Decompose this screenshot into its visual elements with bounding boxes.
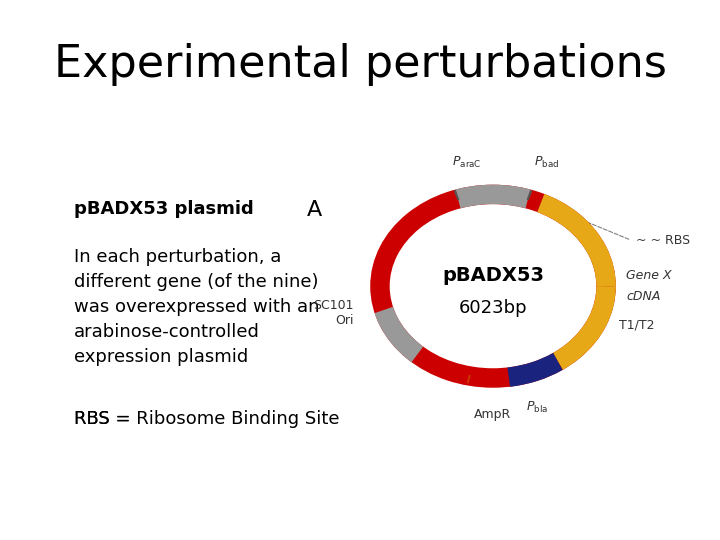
Text: In each perturbation, a
different gene (of the nine)
was overexpressed with an
a: In each perturbation, a different gene (… bbox=[74, 248, 320, 367]
Text: SC101
Ori: SC101 Ori bbox=[313, 299, 354, 327]
Text: cDNA: cDNA bbox=[626, 291, 660, 303]
Text: P$_{\rm bla}$: P$_{\rm bla}$ bbox=[526, 400, 549, 415]
Text: 6023bp: 6023bp bbox=[459, 299, 527, 317]
Text: Gene X: Gene X bbox=[626, 269, 672, 282]
Text: RBS =: RBS = bbox=[74, 410, 136, 428]
Text: P$_{\rm araC}$: P$_{\rm araC}$ bbox=[451, 155, 481, 170]
Text: AmpR: AmpR bbox=[474, 408, 512, 421]
Text: RBS = Ribosome Binding Site: RBS = Ribosome Binding Site bbox=[74, 410, 340, 428]
Text: pBADX53 plasmid: pBADX53 plasmid bbox=[74, 200, 253, 218]
Text: A: A bbox=[307, 200, 322, 220]
Text: ~ ~ RBS: ~ ~ RBS bbox=[636, 234, 690, 247]
Text: T1/T2: T1/T2 bbox=[619, 318, 655, 331]
Text: Experimental perturbations: Experimental perturbations bbox=[53, 43, 667, 86]
Text: pBADX53: pBADX53 bbox=[442, 266, 544, 285]
Text: P$_{\rm bad}$: P$_{\rm bad}$ bbox=[534, 155, 559, 170]
